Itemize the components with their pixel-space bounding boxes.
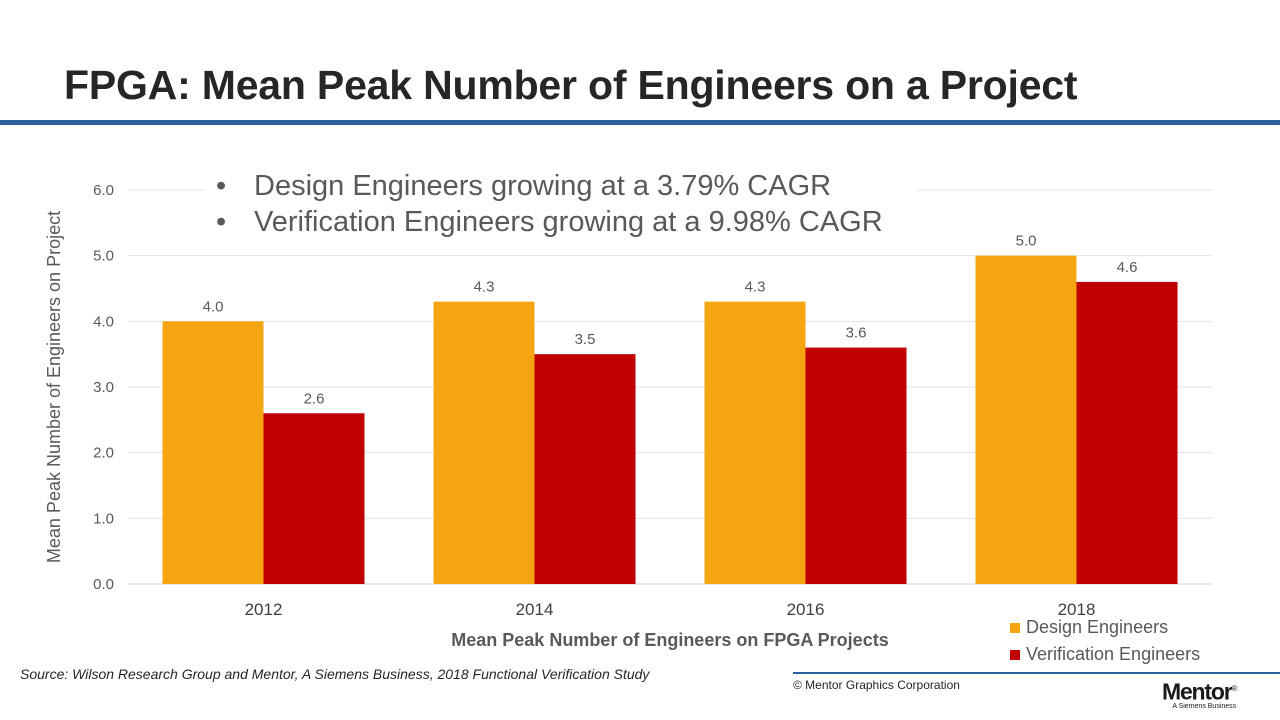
bar-verification-2018 xyxy=(1076,281,1178,584)
page-title: FPGA: Mean Peak Number of Engineers on a… xyxy=(64,62,1078,108)
legend-label: Verification Engineers xyxy=(1026,644,1201,664)
bar-design-2016 xyxy=(704,301,806,584)
chart-legend: Design Engineers Verification Engineers xyxy=(1010,614,1200,668)
legend-item-design: Design Engineers xyxy=(1010,614,1200,641)
bullet-text: Design Engineers growing at a 3.79% CAGR xyxy=(254,170,832,202)
bullet-item-design-cagr: • Design Engineers growing at a 3.79% CAG… xyxy=(216,168,883,204)
bar-verification-2014 xyxy=(534,354,636,584)
legend-swatch-verification xyxy=(1010,649,1020,660)
y-axis-ticks: 0.0 1.0 2.0 3.0 4.0 5.0 6.0 xyxy=(93,182,114,593)
logo-wordmark: Mentor® xyxy=(1162,676,1237,705)
bullet-item-verification-cagr: • Verification Engineers growing at a 9.9… xyxy=(216,204,883,240)
x-tick-label: 2014 xyxy=(516,600,554,619)
data-label: 5.0 xyxy=(1016,233,1037,250)
logo-tagline: A Siemens Business xyxy=(1172,702,1237,710)
y-tick-label: 4.0 xyxy=(93,313,114,330)
legend-item-verification: Verification Engineers xyxy=(1010,641,1200,668)
data-label: 3.6 xyxy=(846,325,867,342)
data-label: 3.5 xyxy=(575,331,596,348)
copyright-notice: © Mentor Graphics Corporation xyxy=(793,678,960,692)
y-tick-label: 2.0 xyxy=(93,445,114,462)
data-label: 2.6 xyxy=(304,390,325,407)
data-label: 4.3 xyxy=(745,279,766,296)
data-label: 4.0 xyxy=(203,298,224,315)
data-label: 4.6 xyxy=(1117,259,1138,276)
y-tick-label: 6.0 xyxy=(93,182,114,199)
x-axis-ticks: 2012 2014 2016 2018 xyxy=(245,600,1096,619)
footer-divider xyxy=(793,672,1280,674)
bars xyxy=(162,255,1178,584)
y-tick-label: 1.0 xyxy=(93,510,114,527)
legend-label: Design Engineers xyxy=(1026,617,1169,637)
x-tick-label: 2012 xyxy=(245,600,283,619)
bar-design-2014 xyxy=(433,301,535,584)
bullet-glyph: • xyxy=(216,206,227,238)
bar-verification-2016 xyxy=(805,347,907,584)
logo-registered: ® xyxy=(1231,684,1237,693)
bar-design-2012 xyxy=(162,321,264,584)
mentor-logo: Mentor® A Siemens Business xyxy=(1162,676,1237,710)
bar-design-2018 xyxy=(975,255,1077,584)
y-tick-label: 3.0 xyxy=(93,379,114,396)
y-tick-label: 0.0 xyxy=(93,576,114,593)
bar-verification-2012 xyxy=(263,413,365,584)
logo-word: Mentor xyxy=(1162,678,1233,705)
source-note: Source: Wilson Research Group and Mentor… xyxy=(20,666,650,682)
cagr-callout: • Design Engineers growing at a 3.79% CAG… xyxy=(204,168,917,240)
bullet-glyph: • xyxy=(216,170,227,202)
x-axis-title: Mean Peak Number of Engineers on FPGA Pr… xyxy=(451,630,888,650)
data-labels: 4.0 2.6 4.3 3.5 4.3 3.6 5.0 4.6 xyxy=(203,233,1138,408)
y-tick-label: 5.0 xyxy=(93,248,114,265)
y-axis-title: Mean Peak Number of Engineers on Project xyxy=(44,211,64,563)
legend-swatch-design xyxy=(1010,622,1020,633)
data-label: 4.3 xyxy=(474,279,495,296)
x-tick-label: 2016 xyxy=(787,600,825,619)
x-tick-label: 2018 xyxy=(1058,600,1096,619)
title-underline xyxy=(0,120,1280,125)
bullet-text: Verification Engineers growing at a 9.98… xyxy=(254,206,883,238)
